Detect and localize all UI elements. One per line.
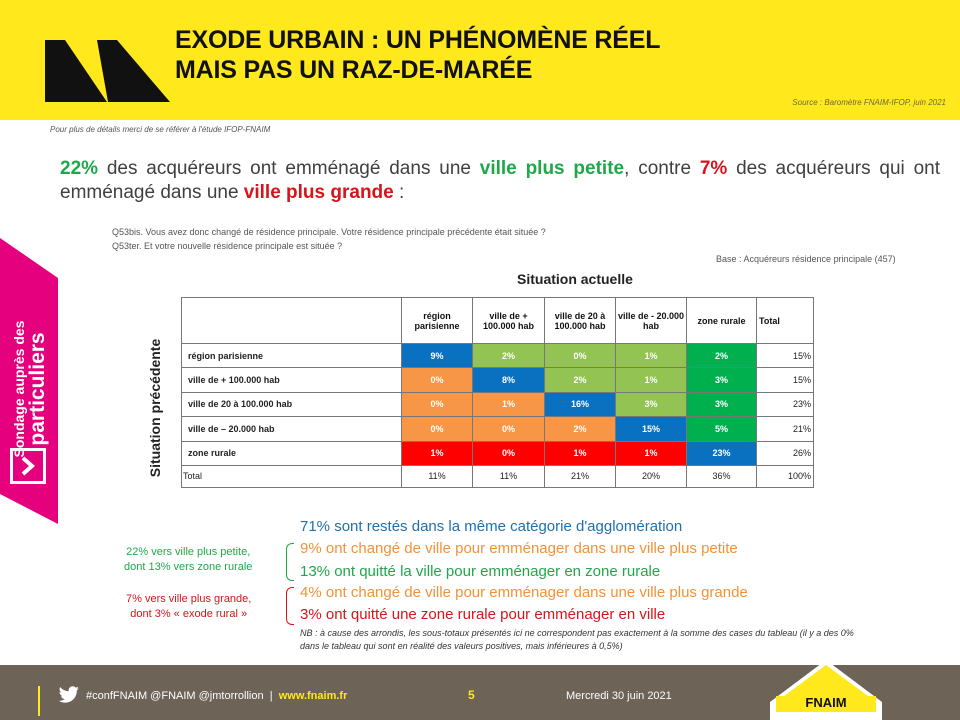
chevron-right-icon[interactable]	[10, 448, 46, 484]
table-cell: 2%	[544, 367, 616, 393]
table-cell: 2%	[544, 416, 616, 442]
corner-cell	[181, 297, 402, 344]
table-cell: 8%	[472, 367, 545, 393]
table-cell: 0%	[544, 342, 616, 369]
question-2: Q53ter. Et votre nouvelle résidence prin…	[112, 241, 343, 251]
page-title: EXODE URBAIN : UN PHÉNOMÈNE RÉEL MAIS PA…	[175, 26, 661, 84]
source-note: Source : Baromètre FNAIM-IFOP, juin 2021	[792, 98, 946, 107]
table-cell: 0%	[401, 367, 473, 393]
table-cell: 21%	[544, 464, 616, 488]
table-cell: 9%	[401, 342, 473, 369]
table-cell: 3%	[686, 367, 757, 393]
social-handles[interactable]: #confFNAIM @FNAIM @jmtorrollion	[86, 690, 264, 702]
table-row: ville de + 100.000 hab 0% 8% 2% 1% 3% 15…	[181, 367, 814, 393]
row-label: région parisienne	[181, 342, 402, 369]
row-label: zone rurale	[181, 440, 402, 466]
row-total: 23%	[756, 391, 814, 418]
table-cell: 0%	[401, 416, 473, 442]
row-axis-title: Situation précédente	[147, 338, 163, 478]
table-row: zone rurale 1% 0% 1% 1% 23% 26%	[181, 440, 814, 466]
base-note: Base : Acquéreurs résidence principale (…	[716, 254, 896, 264]
note-bigger-city: 7% vers ville plus grande, dont 3% « exo…	[126, 593, 252, 620]
table-row: région parisienne 9% 2% 0% 1% 2% 15%	[181, 342, 814, 369]
row-total: 15%	[756, 342, 814, 369]
bracket-red	[286, 587, 294, 625]
fnaim-logo: FNAIM	[770, 660, 882, 720]
transition-matrix: région parisienne ville de + 100.000 hab…	[181, 297, 814, 488]
headline: 22% des acquéreurs ont emménagé dans une…	[60, 158, 940, 203]
header-cell: Total	[756, 297, 814, 344]
table-row: ville de – 20.000 hab 0% 0% 2% 15% 5% 21…	[181, 416, 814, 442]
table-cell: 16%	[544, 391, 616, 418]
row-label: ville de 20 à 100.000 hab	[181, 391, 402, 418]
summary-line-smaller: 9% ont changé de ville pour emménager da…	[300, 540, 738, 557]
row-label: Total	[181, 464, 402, 488]
table-cell: 3%	[615, 391, 687, 418]
table-cell: 36%	[686, 464, 757, 488]
summary-line-bigger: 4% ont changé de ville pour emménager da…	[300, 584, 748, 601]
table-cell: 1%	[615, 440, 687, 466]
table-cell: 0%	[472, 440, 545, 466]
header-cell: ville de + 100.000 hab	[472, 297, 545, 344]
footer-accent-line	[38, 686, 40, 716]
table-cell: 0%	[401, 391, 473, 418]
table-cell: 23%	[686, 440, 757, 466]
row-total: 21%	[756, 416, 814, 442]
table-cell: 0%	[472, 416, 545, 442]
table-cell: 1%	[544, 440, 616, 466]
table-cell: 1%	[401, 440, 473, 466]
brand-chevrons-logo	[45, 40, 170, 102]
header-cell: zone rurale	[686, 297, 757, 344]
row-label: ville de + 100.000 hab	[181, 367, 402, 393]
footer-date: Mercredi 30 juin 2021	[566, 690, 672, 702]
header-cell: région parisienne	[401, 297, 473, 344]
site-link[interactable]: www.fnaim.fr	[278, 690, 348, 702]
table-cell: 5%	[686, 416, 757, 442]
table-header-row: région parisienne ville de + 100.000 hab…	[181, 297, 814, 344]
table-cell: 2%	[472, 342, 545, 369]
row-label: ville de – 20.000 hab	[181, 416, 402, 442]
row-total: 100%	[756, 464, 814, 488]
note-smaller-city: 22% vers ville plus petite, dont 13% ver…	[124, 546, 253, 573]
table-cell: 15%	[615, 416, 687, 442]
header-cell: ville de - 20.000 hab	[615, 297, 687, 344]
table-cell: 2%	[686, 342, 757, 369]
table-cell: 1%	[472, 391, 545, 418]
table-cell: 20%	[615, 464, 687, 488]
footer-social: #confFNAIM @FNAIM @jmtorrollion | www.fn…	[86, 690, 347, 702]
table-total-row: Total 11% 11% 21% 20% 36% 100%	[181, 464, 814, 488]
summary-line-exode: 3% ont quitté une zone rurale pour emmén…	[300, 606, 666, 623]
table-cell: 1%	[615, 342, 687, 369]
summary-line-stayed: 71% sont restés dans la même catégorie d…	[300, 518, 683, 535]
details-note: Pour plus de détails merci de se référer…	[50, 125, 271, 134]
table-cell: 1%	[615, 367, 687, 393]
svg-text:FNAIM: FNAIM	[805, 695, 846, 710]
column-axis-title: Situation actuelle	[517, 271, 633, 287]
table-cell: 11%	[401, 464, 473, 488]
page-number: 5	[468, 688, 475, 702]
rounding-note: NB : à cause des arrondis, les sous-tota…	[300, 628, 854, 651]
bracket-green	[286, 543, 294, 581]
footer-separator: |	[269, 690, 273, 702]
table-cell: 3%	[686, 391, 757, 418]
row-total: 26%	[756, 440, 814, 466]
question-1: Q53bis. Vous avez donc changé de résiden…	[112, 227, 546, 237]
twitter-icon[interactable]	[58, 686, 80, 704]
summary-line-rural: 13% ont quitté la ville pour emménager e…	[300, 563, 661, 580]
header-cell: ville de 20 à 100.000 hab	[544, 297, 616, 344]
row-total: 15%	[756, 367, 814, 393]
table-cell: 11%	[472, 464, 545, 488]
table-row: ville de 20 à 100.000 hab 0% 1% 16% 3% 3…	[181, 391, 814, 418]
